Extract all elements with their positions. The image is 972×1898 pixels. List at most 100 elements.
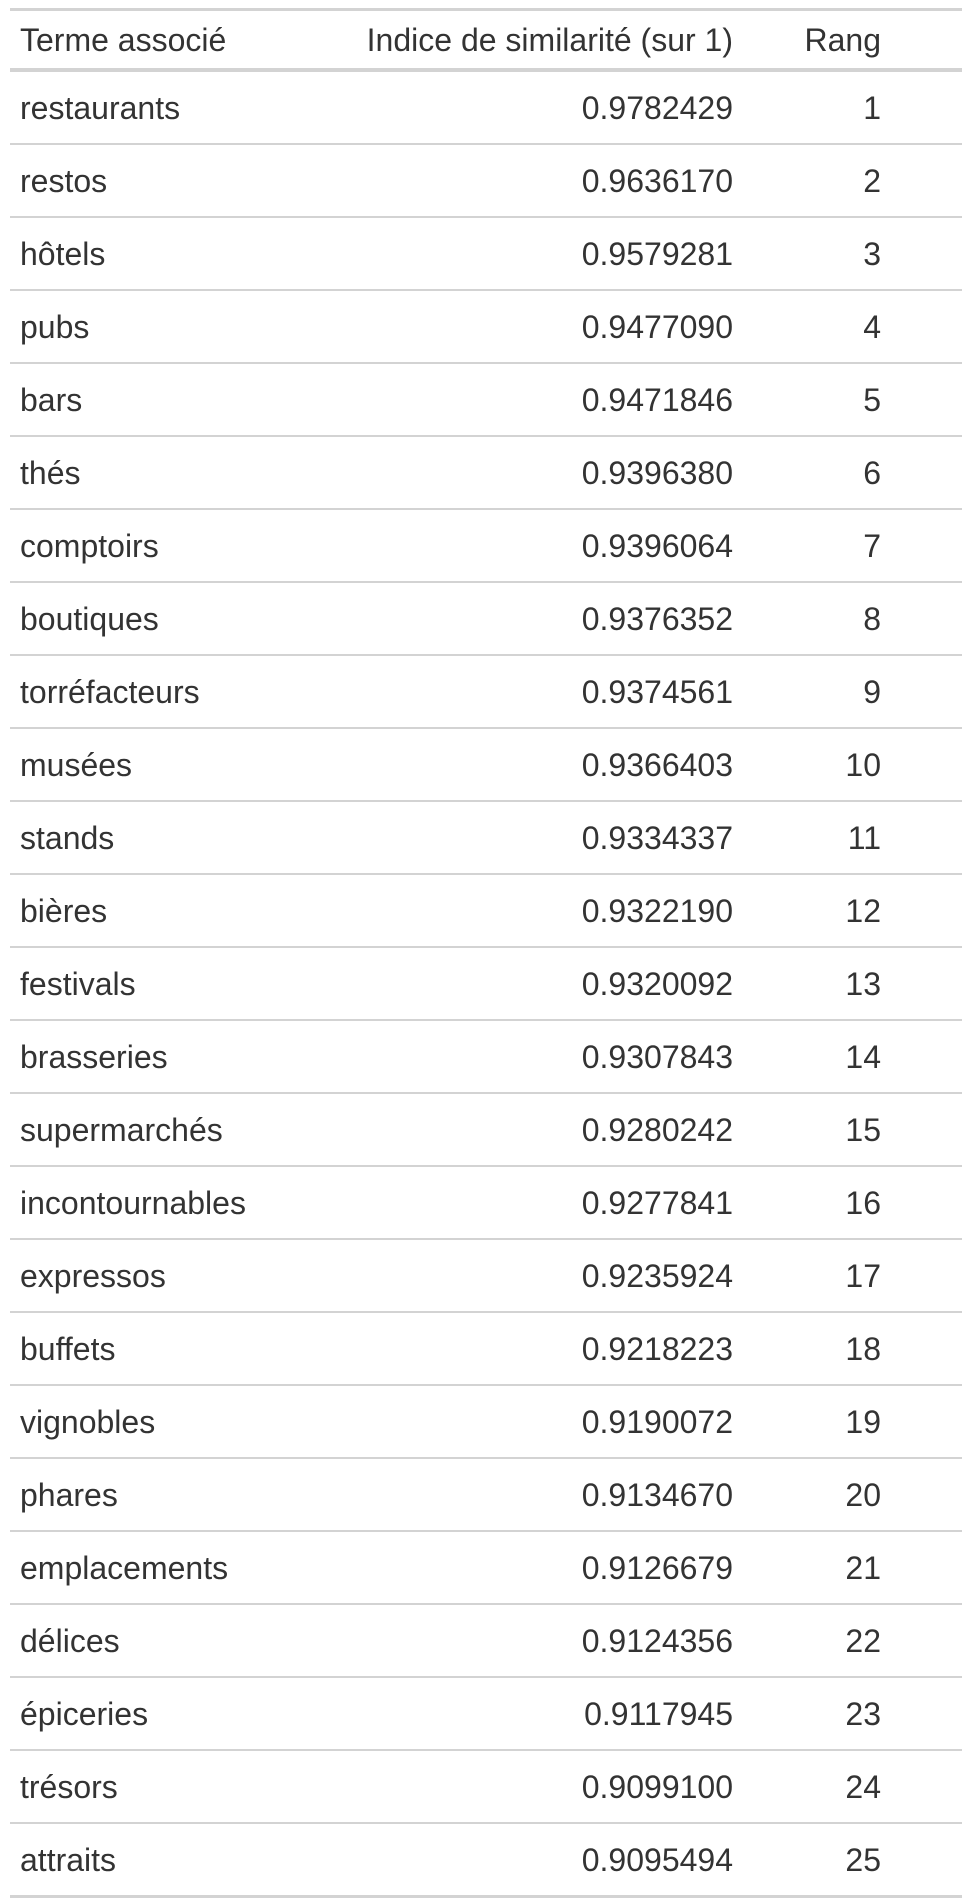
rank-cell: 18 (743, 1311, 962, 1385)
term-cell: incontournables (10, 1165, 283, 1239)
rank-cell: 15 (743, 1092, 962, 1166)
table-row: délices 0.9124356 22 (10, 1603, 962, 1677)
term-cell: boutiques (10, 581, 283, 655)
table-row: trésors 0.9099100 24 (10, 1749, 962, 1823)
term-cell: épiceries (10, 1676, 283, 1750)
table-row: thés 0.9396380 6 (10, 435, 962, 509)
rank-cell: 23 (743, 1676, 962, 1750)
rank-cell: 14 (743, 1019, 962, 1093)
score-cell: 0.9277841 (283, 1165, 743, 1239)
rank-cell: 12 (743, 873, 962, 947)
rank-cell: 11 (743, 800, 962, 874)
term-cell: trésors (10, 1749, 283, 1823)
rank-cell: 1 (863, 89, 881, 126)
term-cell: vignobles (10, 1384, 283, 1458)
term-cell: expressos (10, 1238, 283, 1312)
term-cell: torréfacteurs (10, 654, 283, 728)
rank-cell: 25 (743, 1822, 962, 1897)
rank-cell: 6 (743, 435, 962, 509)
rank-cell: 22 (743, 1603, 962, 1677)
rank-cell: 17 (743, 1238, 962, 1312)
score-cell: 0.9376352 (283, 581, 743, 655)
table-row: musées 0.9366403 10 (10, 727, 962, 801)
term-cell: restos (10, 143, 283, 217)
table-row: boutiques 0.9376352 8 (10, 581, 962, 655)
score-cell: 0.9636170 (283, 143, 743, 217)
rank-cell: 19 (743, 1384, 962, 1458)
table-row: vignobles 0.9190072 19 (10, 1384, 962, 1458)
column-header-rank: Rang (743, 9, 962, 72)
score-cell: 0.9280242 (283, 1092, 743, 1166)
rank-cell: 24 (743, 1749, 962, 1823)
table-row: stands 0.9334337 11 (10, 800, 962, 874)
score-cell: 0.9099100 (283, 1749, 743, 1823)
table-row: brasseries 0.9307843 14 (10, 1019, 962, 1093)
table-row: emplacements 0.9126679 21 (10, 1530, 962, 1604)
score-cell: 0.9396380 (283, 435, 743, 509)
term-cell: pubs (10, 289, 283, 363)
term-cell: bars (10, 362, 283, 436)
score-cell: 0.9126679 (283, 1530, 743, 1604)
table-row: hôtels 0.9579281 3 (10, 216, 962, 290)
term-cell: attraits (10, 1822, 283, 1897)
score-cell: 0.9579281 (283, 216, 743, 290)
score-cell: 0.9374561 (283, 654, 743, 728)
table-row: buffets 0.9218223 18 (10, 1311, 962, 1385)
score-cell: 0.9307843 (283, 1019, 743, 1093)
rank-cell: 4 (743, 289, 962, 363)
rank-cell: 16 (743, 1165, 962, 1239)
score-cell: 0.9124356 (283, 1603, 743, 1677)
table-row: phares 0.9134670 20 (10, 1457, 962, 1531)
table-row: bars 0.9471846 5 (10, 362, 962, 436)
table-row: attraits 0.9095494 25 (10, 1822, 962, 1897)
term-cell: hôtels (10, 216, 283, 290)
rank-cell: 10 (743, 727, 962, 801)
table-row: incontournables 0.9277841 16 (10, 1165, 962, 1239)
rank-cell: 3 (743, 216, 962, 290)
table-row: bières 0.9322190 12 (10, 873, 962, 947)
rank-cell: 5 (743, 362, 962, 436)
term-cell: stands (10, 800, 283, 874)
table-row: restos 0.9636170 2 (10, 143, 962, 217)
score-cell: 0.9190072 (283, 1384, 743, 1458)
table-row: comptoirs 0.9396064 7 (10, 508, 962, 582)
score-cell: 0.9320092 (283, 946, 743, 1020)
table-row: épiceries 0.9117945 23 (10, 1676, 962, 1750)
term-cell: phares (10, 1457, 283, 1531)
table-row: festivals 0.9320092 13 (10, 946, 962, 1020)
term-cell: musées (10, 727, 283, 801)
rank-cell: 2 (743, 143, 962, 217)
score-cell: 0.9218223 (283, 1311, 743, 1385)
term-cell: emplacements (10, 1530, 283, 1604)
score-cell: 0.9782429 (581, 89, 733, 126)
rank-cell: 13 (743, 946, 962, 1020)
table-row: torréfacteurs 0.9374561 9 (10, 654, 962, 728)
score-cell: 0.9366403 (283, 727, 743, 801)
column-header-term: Terme associé (10, 9, 283, 72)
score-cell: 0.9471846 (283, 362, 743, 436)
rank-cell: 8 (743, 581, 962, 655)
rank-cell: 20 (743, 1457, 962, 1531)
table-header-row: Terme associé Indice de similarité (sur … (10, 9, 962, 72)
term-cell: délices (10, 1603, 283, 1677)
similarity-table-container: Terme associé Indice de similarité (sur … (10, 8, 962, 1898)
similarity-table: Terme associé Indice de similarité (sur … (10, 8, 962, 1898)
term-cell: comptoirs (10, 508, 283, 582)
rank-cell: 7 (743, 508, 962, 582)
rank-cell: 21 (743, 1530, 962, 1604)
score-cell: 0.9396064 (283, 508, 743, 582)
term-cell: buffets (10, 1311, 283, 1385)
column-header-score: Indice de similarité (sur 1) (283, 9, 743, 72)
table-row: supermarchés 0.9280242 15 (10, 1092, 962, 1166)
score-cell: 0.9134670 (283, 1457, 743, 1531)
table-body: restaurants 0.9782429 1 restos 0.9636170 2 hôt… (10, 70, 962, 1897)
table-row: expressos 0.9235924 17 (10, 1238, 962, 1312)
score-cell: 0.9095494 (283, 1822, 743, 1897)
table-row: pubs 0.9477090 4 (10, 289, 962, 363)
score-cell: 0.9235924 (283, 1238, 743, 1312)
score-cell: 0.9477090 (283, 289, 743, 363)
term-cell: restaurants (20, 89, 181, 126)
term-cell: supermarchés (10, 1092, 283, 1166)
term-cell: brasseries (10, 1019, 283, 1093)
score-cell: 0.9334337 (283, 800, 743, 874)
